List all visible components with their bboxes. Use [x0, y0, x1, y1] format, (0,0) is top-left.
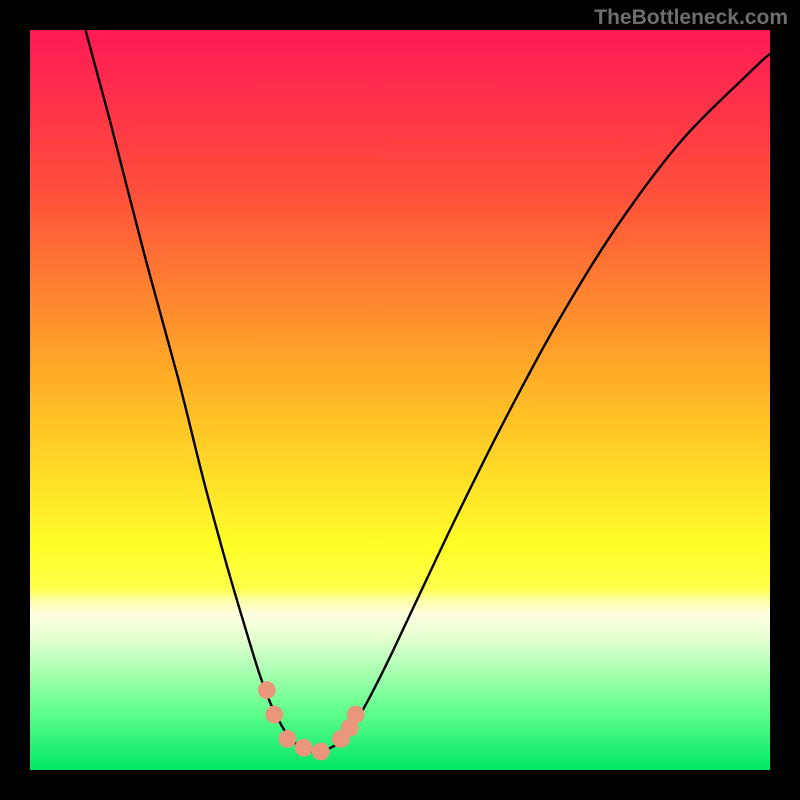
data-marker: [347, 706, 365, 724]
data-marker: [312, 743, 330, 761]
data-marker: [295, 739, 313, 757]
data-marker: [279, 730, 297, 748]
plot-area: [30, 30, 770, 770]
data-marker: [265, 706, 283, 724]
watermark-text: TheBottleneck.com: [594, 6, 788, 30]
bottleneck-curve: [86, 30, 771, 752]
data-markers: [258, 681, 365, 760]
chart-container: TheBottleneck.com: [0, 0, 800, 800]
curve-layer: [30, 30, 770, 770]
data-marker: [258, 681, 276, 699]
